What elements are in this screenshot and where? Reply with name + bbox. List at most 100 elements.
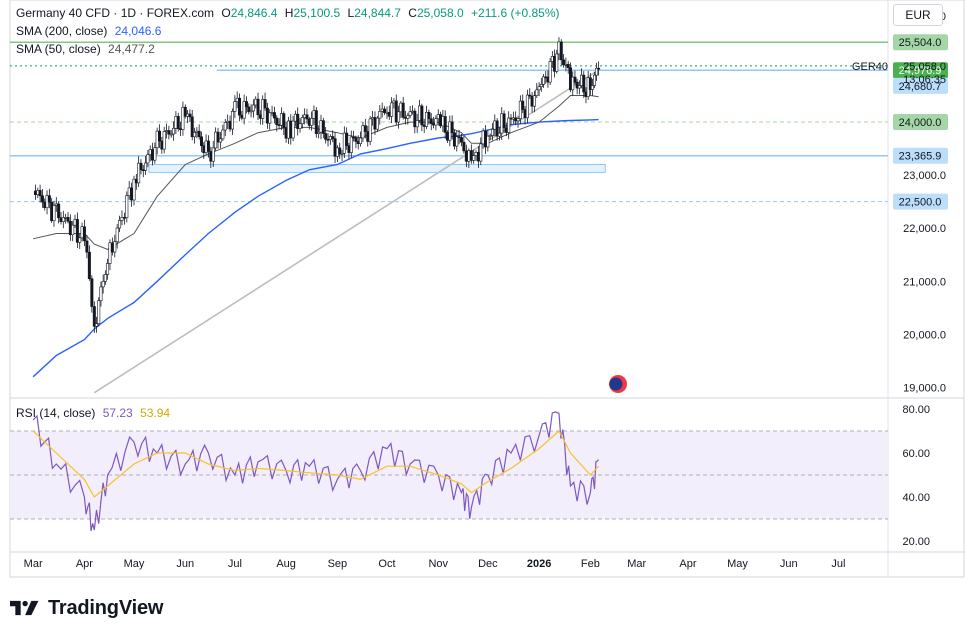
- candle-body: [462, 141, 466, 152]
- candle-body: [130, 187, 134, 201]
- trendline: [93, 69, 600, 394]
- sma200-legend[interactable]: SMA (200, close) 24,046.6: [16, 22, 165, 40]
- candle-body: [459, 137, 463, 143]
- candle-body: [432, 123, 436, 126]
- candle-body: [573, 76, 577, 83]
- candle-body: [307, 118, 311, 126]
- time-tick-label: Jul: [228, 558, 242, 570]
- rsi-ma-value: 53.94: [140, 406, 171, 420]
- candle-body: [397, 111, 401, 123]
- price-tick-label: 22,000.0: [903, 223, 946, 235]
- candle-body: [61, 217, 65, 222]
- candle-body: [120, 217, 124, 221]
- candles-group: [33, 37, 601, 333]
- candle-body: [214, 131, 218, 149]
- candle-body: [359, 137, 363, 144]
- brand-name: TradingView: [48, 596, 164, 619]
- time-tick-label: Mar: [627, 558, 646, 570]
- candle-body: [92, 306, 96, 327]
- candle-body: [211, 147, 215, 162]
- currency-selector[interactable]: EUR: [893, 4, 943, 26]
- candle-body: [488, 135, 492, 137]
- candle-body: [582, 74, 586, 93]
- rsi-tick-label: 40.00: [902, 492, 930, 504]
- candle-body: [464, 150, 468, 162]
- candle-body: [418, 105, 422, 121]
- candle-body: [249, 110, 253, 113]
- candle-body: [82, 226, 86, 242]
- candle-body: [514, 117, 518, 122]
- sma50-legend[interactable]: SMA (50, close) 24,477.2: [16, 40, 159, 58]
- tradingview-logo-icon: [10, 600, 39, 616]
- candle-body: [183, 106, 187, 117]
- candle-body: [539, 84, 543, 88]
- candle-body: [571, 76, 575, 91]
- candle-body: [511, 117, 515, 120]
- rsi-legend[interactable]: RSI (14, close) 57.23 53.94: [16, 404, 174, 422]
- candle-body: [502, 113, 506, 129]
- tradingview-brand[interactable]: TradingView: [10, 596, 163, 620]
- candle-body: [331, 136, 335, 139]
- candle-body: [263, 99, 267, 109]
- price-badge-label: 25,504.0: [899, 37, 942, 49]
- candle-body: [106, 263, 110, 275]
- candle-body: [78, 237, 82, 243]
- candle-body: [115, 227, 119, 242]
- candle-body: [158, 130, 162, 142]
- candle-body: [467, 150, 471, 162]
- time-tick-label: Aug: [276, 558, 296, 570]
- candle-body: [223, 122, 227, 131]
- candle-body: [101, 281, 105, 288]
- candle-body: [363, 125, 367, 132]
- high-value: H25,100.5: [284, 6, 341, 20]
- candle-body: [181, 106, 185, 130]
- last-price-label: 25,058.0: [903, 61, 946, 73]
- candle-body: [190, 116, 194, 138]
- rsi-tick-label: 80.00: [902, 404, 930, 416]
- candle-body: [509, 117, 513, 120]
- candle-body: [333, 138, 337, 157]
- event-marker-inner-icon: [609, 377, 623, 391]
- candle-body: [218, 138, 222, 143]
- candle-body: [71, 224, 75, 236]
- candle-body: [525, 94, 529, 119]
- candle-body: [172, 127, 176, 135]
- candle-body: [127, 187, 131, 196]
- candle-body: [338, 147, 342, 155]
- candle-body: [420, 105, 424, 126]
- candle-body: [155, 130, 159, 149]
- candle-body: [476, 151, 480, 162]
- candle-body: [375, 117, 379, 130]
- candle-body: [383, 108, 387, 113]
- candle-body: [268, 112, 272, 124]
- candle-body: [361, 125, 365, 139]
- candle-body: [566, 63, 570, 69]
- candle-body: [38, 190, 42, 197]
- candle-body: [317, 131, 321, 134]
- price-tick-label: 21,000.0: [903, 276, 946, 288]
- candle-body: [193, 132, 197, 138]
- candle-body: [118, 220, 122, 229]
- price-badge-label: 24,000.0: [899, 117, 942, 129]
- price-tick-label: 20,000.0: [903, 329, 946, 341]
- candle-body: [401, 102, 405, 118]
- candle-body: [238, 97, 242, 116]
- candle-body: [523, 109, 527, 119]
- time-tick-label: Jun: [780, 558, 798, 570]
- candle-body: [548, 61, 552, 83]
- candle-body: [425, 111, 429, 127]
- candle-body: [490, 128, 494, 136]
- candle-body: [54, 203, 58, 206]
- candle-body: [169, 133, 173, 136]
- candle-body: [495, 120, 499, 137]
- price-badge: [893, 77, 948, 94]
- candle-body: [559, 41, 563, 61]
- candle-body: [282, 113, 286, 129]
- candle-body: [75, 219, 79, 243]
- candle-body: [298, 123, 302, 129]
- candle-body: [595, 67, 599, 76]
- time-tick-label: Mar: [24, 558, 43, 570]
- candle-body: [113, 241, 117, 253]
- candle-body: [139, 162, 143, 170]
